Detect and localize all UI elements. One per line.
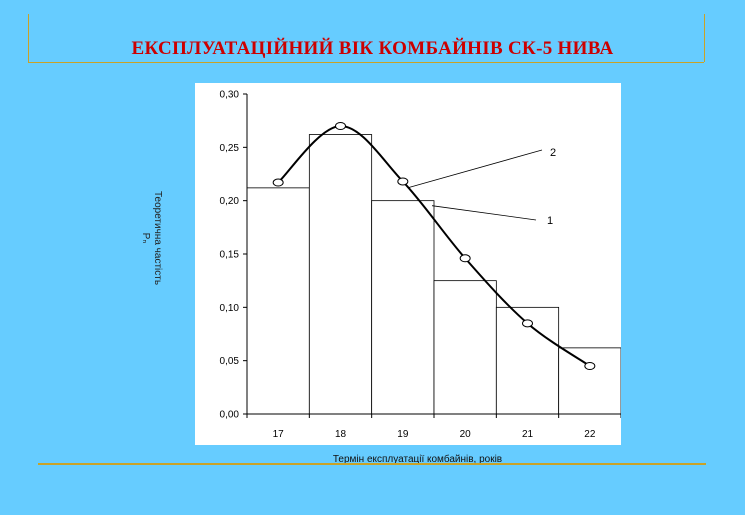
y-tick-label: 0,15 <box>220 250 240 261</box>
decor-line-top <box>28 62 704 63</box>
curve-point <box>459 254 471 263</box>
curve-point <box>584 362 596 370</box>
histogram-bar <box>308 134 373 415</box>
y-tick-label: 0,25 <box>220 143 240 154</box>
curve-point <box>522 319 533 328</box>
x-tick-label: 20 <box>460 429 472 440</box>
histogram-bar <box>558 347 621 415</box>
annotation-label-2: 2 <box>550 147 556 159</box>
decor-line-left <box>28 14 29 62</box>
annotation-line-1 <box>431 205 537 221</box>
y-axis-label: Теоретична частість Pₙ <box>137 178 163 298</box>
curve-point <box>335 122 346 130</box>
annotation-line-2 <box>408 149 543 188</box>
x-axis-label: Термін експлуатації комбайнів, років <box>332 454 503 465</box>
y-tick-label: 0,30 <box>220 90 240 101</box>
y-tick-label: 0,10 <box>220 303 240 314</box>
histogram-bar <box>371 200 435 415</box>
decor-line-right <box>704 14 705 62</box>
y-axis-title: Теоретична частість <box>152 190 163 286</box>
histogram-bar <box>433 280 497 415</box>
y-tick-label: 0,20 <box>220 196 240 207</box>
curve-point <box>272 178 284 187</box>
x-tick-label: 17 <box>273 429 285 440</box>
x-tick-label: 19 <box>397 429 409 440</box>
y-axis-symbol: Pₙ <box>140 232 151 244</box>
slide-title: ЕКСПЛУАТАЦІЙНИЙ ВІК КОМБАЙНІВ СК-5 НИВА <box>131 38 614 59</box>
curve-point <box>397 177 409 186</box>
y-tick-label: 0,00 <box>220 410 240 421</box>
y-tick-label: 0,05 <box>220 356 240 367</box>
decor-line-bottom <box>38 463 706 465</box>
annotation-label-1: 1 <box>547 215 553 227</box>
x-tick-label: 21 <box>522 429 534 440</box>
histogram-bar <box>246 187 310 415</box>
x-tick-label: 18 <box>335 429 347 440</box>
x-tick-label: 22 <box>584 429 596 440</box>
